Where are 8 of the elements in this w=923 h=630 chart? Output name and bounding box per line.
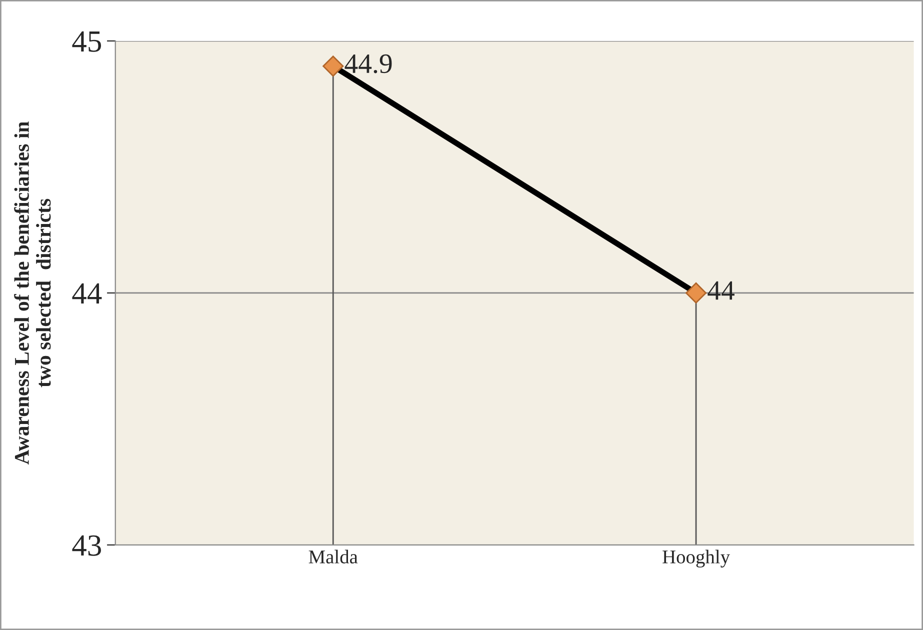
y-tick-label: 45 [72,31,101,52]
y-tick-label: 44 [72,283,102,304]
data-label: 44 [708,281,734,300]
x-tick-label: Malda [308,550,358,564]
y-axis-title: Awareness Level of the beneficiaries in two selected districts [14,122,51,465]
data-label: 44.9 [344,54,392,74]
x-tick-label: Hooghly [662,550,730,568]
y-tick-label: 43 [72,535,101,556]
